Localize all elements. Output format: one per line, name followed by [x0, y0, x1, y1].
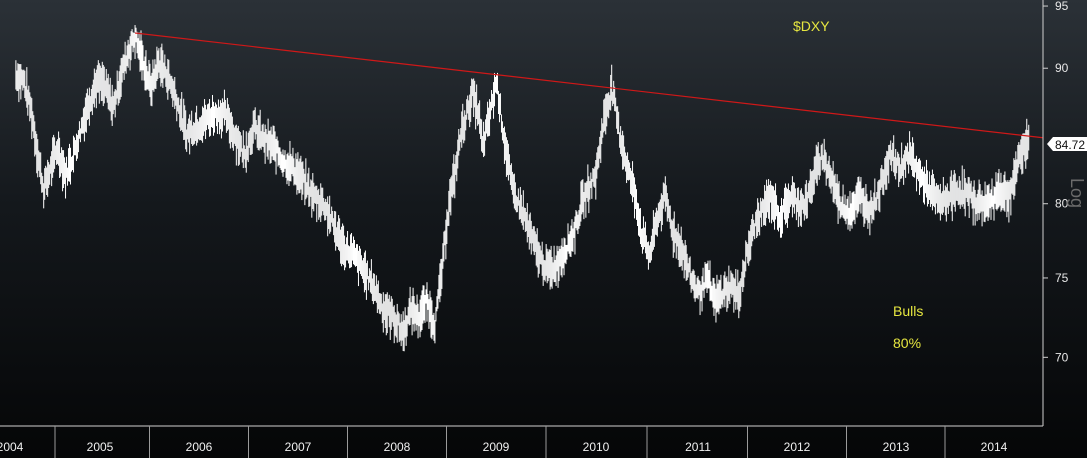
bulls-percent: 80% — [893, 335, 921, 351]
trendline — [134, 32, 1044, 139]
x-tick-label: 2004 — [0, 440, 24, 454]
x-tick-label: 2009 — [483, 440, 510, 454]
price-series — [15, 25, 1030, 352]
y-tick-label: 70 — [1055, 350, 1069, 364]
x-tick-label: 2005 — [87, 440, 114, 454]
x-tick-label: 2006 — [186, 440, 213, 454]
ticker-label: $DXY — [793, 18, 830, 34]
x-tick-label: 2014 — [981, 440, 1008, 454]
x-tick-label: 2008 — [384, 440, 411, 454]
y-tick-label: 90 — [1055, 61, 1069, 75]
last-value-label: 84.72 — [1055, 138, 1085, 152]
y-tick-label: 75 — [1055, 271, 1069, 285]
last-value-marker: 84.72 — [1047, 137, 1087, 152]
log-scale-label: Log — [1067, 178, 1087, 208]
x-axis: 2004 2005 2006 2007 2008 2009 2010 2011 2012 2013… — [0, 425, 1043, 458]
bulls-label: Bulls — [893, 303, 923, 319]
x-tick-label: 2011 — [685, 440, 711, 454]
y-tick-label: 80 — [1055, 197, 1069, 211]
x-tick-label: 2010 — [583, 440, 610, 454]
y-tick-label: 95 — [1055, 0, 1069, 13]
x-tick-label: 2012 — [784, 440, 811, 454]
x-tick-label: 2013 — [883, 440, 910, 454]
x-tick-label: 2007 — [285, 440, 312, 454]
y-axis: 70 75 80 90 95 — [1042, 0, 1069, 426]
